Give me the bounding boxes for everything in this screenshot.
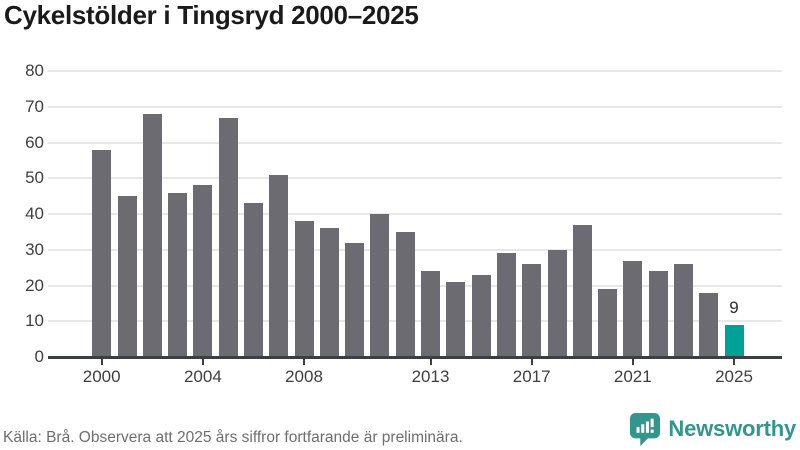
x-axis-tick-label: 2017 bbox=[512, 367, 551, 386]
gridline-60 bbox=[48, 141, 782, 144]
bar-2016 bbox=[496, 253, 516, 357]
x-axis-line bbox=[48, 355, 782, 359]
bar-2014 bbox=[446, 281, 466, 357]
x-axis-tick-2017 bbox=[530, 359, 533, 365]
bar-2018 bbox=[547, 249, 567, 358]
newsworthy-logo: Newsworthy bbox=[629, 412, 796, 446]
chart-title: Cykelstölder i Tingsryd 2000–2025 bbox=[4, 0, 419, 30]
bar-2015 bbox=[471, 274, 491, 357]
x-axis-tick-2013 bbox=[429, 359, 432, 365]
bar-2019 bbox=[572, 224, 592, 357]
x-axis-tick-label: 2021 bbox=[613, 367, 652, 386]
gridline-20 bbox=[48, 284, 782, 287]
x-axis-tick-2021 bbox=[631, 359, 634, 365]
gridline-10 bbox=[48, 320, 782, 323]
y-axis-tick-label: 20 bbox=[25, 275, 44, 295]
gridline-70 bbox=[48, 105, 782, 108]
x-axis-tick-label: 2004 bbox=[183, 367, 222, 386]
x-axis-tick-label: 2025 bbox=[715, 367, 753, 386]
gridline-50 bbox=[48, 177, 782, 180]
bar-2012 bbox=[395, 231, 415, 357]
bar-2006 bbox=[244, 203, 263, 357]
gridline-30 bbox=[48, 248, 782, 251]
bar-2022 bbox=[648, 271, 668, 357]
bar-2021 bbox=[623, 260, 643, 357]
x-axis-tick-label: 2000 bbox=[82, 367, 121, 386]
bar-2000 bbox=[92, 149, 112, 357]
y-axis-tick-label: 0 bbox=[34, 347, 44, 366]
bar-2017 bbox=[522, 264, 542, 358]
bar-2005 bbox=[218, 117, 238, 357]
x-axis-tick-2000 bbox=[100, 359, 103, 365]
source-note: Källa: Brå. Observera att 2025 års siffr… bbox=[3, 429, 463, 446]
bar-2009 bbox=[319, 228, 339, 357]
newsworthy-logo-text: Newsworthy bbox=[668, 416, 796, 441]
gridline-80 bbox=[48, 70, 782, 72]
x-axis-tick-label: 2008 bbox=[285, 367, 323, 386]
bar-2003 bbox=[168, 192, 188, 357]
bar-2025 bbox=[724, 324, 744, 357]
x-axis-tick-label: 2013 bbox=[411, 367, 450, 386]
bar-2007 bbox=[269, 174, 289, 357]
x-axis-tick-2025 bbox=[733, 359, 735, 365]
bar-2010 bbox=[345, 242, 365, 357]
y-axis-tick-label: 60 bbox=[25, 132, 44, 152]
y-axis-tick-label: 80 bbox=[25, 61, 44, 80]
gridline-40 bbox=[48, 213, 782, 215]
x-axis-tick-2008 bbox=[303, 359, 305, 365]
bar-2020 bbox=[598, 289, 617, 357]
bar-2002 bbox=[142, 113, 162, 357]
y-axis-tick-label: 10 bbox=[25, 311, 44, 331]
bar-2024 bbox=[699, 292, 719, 357]
newsworthy-chart-bubble-icon bbox=[630, 413, 661, 446]
bar-2011 bbox=[370, 214, 390, 357]
bar-2004 bbox=[193, 185, 213, 357]
bar-2008 bbox=[294, 221, 314, 357]
y-axis-tick-label: 40 bbox=[25, 204, 44, 223]
y-axis-tick-label: 50 bbox=[25, 168, 44, 188]
x-axis-tick-2004 bbox=[201, 359, 204, 365]
bar-2001 bbox=[117, 196, 137, 357]
y-axis-tick-label: 30 bbox=[25, 239, 44, 259]
bar-2013 bbox=[421, 271, 440, 357]
bar-2023 bbox=[673, 264, 693, 358]
highlight-value-label: 9 bbox=[729, 297, 739, 317]
y-axis-tick-label: 70 bbox=[25, 96, 44, 116]
